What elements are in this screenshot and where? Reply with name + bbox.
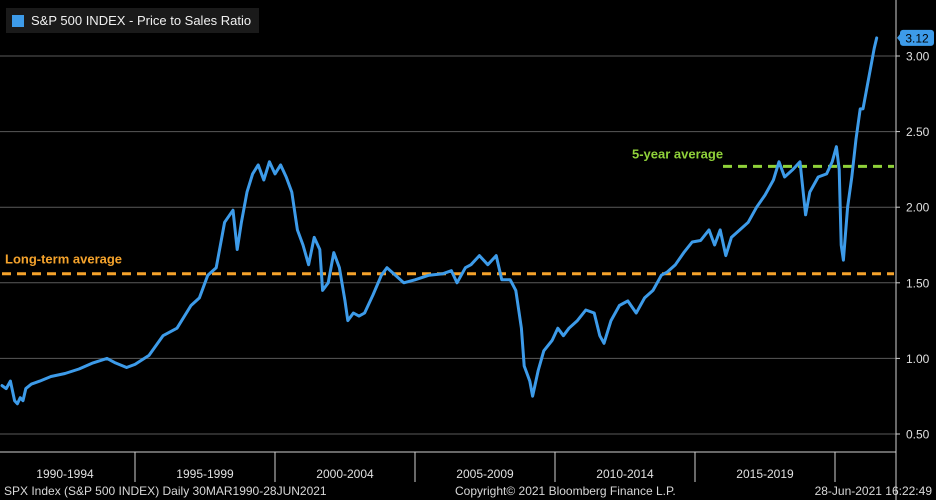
footer-timestamp: 28-Jun-2021 16:22:49 [814,484,932,498]
last-value-label: 3.12 [905,31,929,45]
footer-security-info: SPX Index (S&P 500 INDEX) Daily 30MAR199… [4,484,327,498]
series-layer [0,36,879,406]
last-value-pointer [897,32,901,43]
legend-swatch [12,14,24,27]
y-tick-label: 0.50 [906,428,930,442]
y-tick-label: 2.00 [906,201,930,215]
y-tick-label: 2.50 [906,125,930,139]
x-tick-label: 2005-2009 [456,467,514,481]
x-axis: 1990-1994 1995-1999 2000-2004 2005-2009 2010… [36,467,794,481]
x-tick-label: 2010-2014 [596,467,654,481]
last-value-badge [900,29,934,46]
x-tick-label: 1990-1994 [36,467,94,481]
y-tick-label: 3.00 [906,50,930,64]
legend-label: S&P 500 INDEX - Price to Sales Ratio [31,13,252,28]
five-year-average-label: 5-year average [632,146,723,161]
x-period-dividers [134,452,836,482]
series-line-price-to-sales [0,36,879,406]
y-tick-label: 1.00 [906,352,930,366]
x-tick-label: 2000-2004 [316,467,374,481]
long-term-average-label: Long-term average [5,252,122,267]
reference-lines [2,164,894,276]
y-tick-label: 1.50 [906,276,930,290]
footer-copyright: Copyright© 2021 Bloomberg Finance L.P. [455,484,676,498]
x-tick-label: 2015-2019 [736,467,794,481]
x-tick-label: 1995-1999 [176,467,234,481]
grid-lines [0,55,896,435]
legend[interactable]: S&P 500 INDEX - Price to Sales Ratio [6,8,260,33]
annotations: Long-term average 5-year average 3.12 [5,29,934,267]
